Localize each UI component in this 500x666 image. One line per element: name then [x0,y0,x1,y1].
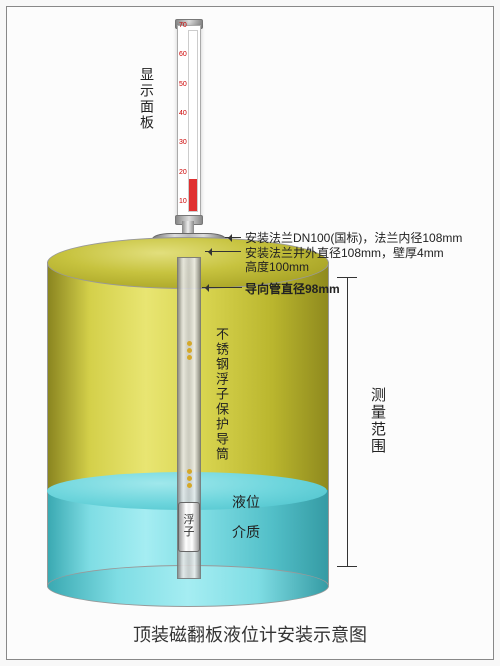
liquid-level-label: 液位 [232,492,260,512]
magnet-dot [187,341,192,346]
arrow-guide-diameter [202,287,242,288]
medium-label: 介质 [232,522,260,542]
measure-range-label: 测量范围 [367,387,388,455]
scale-mark: 40 [179,110,187,117]
indicator-panel: 70 60 50 40 30 20 10 [177,25,201,217]
measure-range-bracket [347,277,348,567]
display-panel-label: 显示面板 [137,67,157,131]
float-label: 浮子 [179,514,199,538]
magnet-dot [187,469,192,474]
scale-mark: 20 [179,169,187,176]
indicator-scale: 70605040302010 [179,30,187,210]
arrow-flange [225,237,241,238]
protection-tube-label: 不锈钢浮子保护导筒 [212,327,231,462]
indicator-red-fill [189,179,197,211]
float-magnets-upper [185,339,193,362]
magnet-dot [187,476,192,481]
magnet-dot [187,348,192,353]
magnet-dot [187,355,192,360]
magnet-dot [187,483,192,488]
scale-mark: 50 [179,81,187,88]
diagram-frame: 70605040302010 浮子 显示面板 安装法兰DN100(国标)，法兰内… [6,6,494,660]
arrow-neck [205,251,241,252]
guide-diameter-label: 导向管直径98mm [245,280,340,297]
scale-mark: 10 [179,198,187,205]
indicator-column [188,30,198,212]
height-spec-label: 高度100mm [245,258,309,275]
diagram-caption: 顶装磁翻板液位计安装示意图 [7,621,493,647]
scale-mark: 30 [179,139,187,146]
float-magnets-lower [185,467,193,490]
scale-mark: 60 [179,51,187,58]
scale-mark: 70 [179,22,187,29]
